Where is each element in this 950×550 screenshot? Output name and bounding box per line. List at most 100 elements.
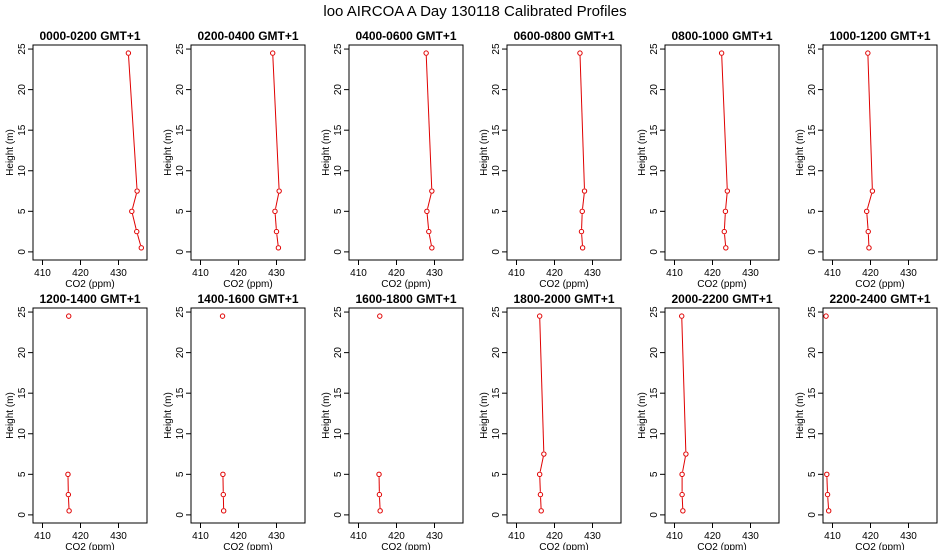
profile-point bbox=[220, 471, 226, 478]
profile-point bbox=[683, 451, 689, 457]
profile-point bbox=[578, 228, 585, 235]
profile-point bbox=[138, 245, 145, 251]
profile-segment bbox=[581, 234, 583, 246]
x-tick-label: 420 bbox=[546, 268, 563, 279]
profile-segment bbox=[539, 477, 541, 492]
x-tick-label: 430 bbox=[426, 268, 443, 279]
profile-point bbox=[679, 313, 685, 319]
y-tick-label: 10 bbox=[17, 165, 28, 177]
profile-point bbox=[125, 50, 132, 56]
y-tick-label: 20 bbox=[491, 84, 502, 96]
y-tick-label: 5 bbox=[17, 208, 28, 214]
y-tick-label: 15 bbox=[333, 387, 344, 399]
y-tick-label: 25 bbox=[333, 43, 344, 55]
y-tick-label: 0 bbox=[333, 512, 344, 518]
y-tick-label: 5 bbox=[175, 208, 186, 214]
profile-point bbox=[275, 245, 282, 251]
profile-point bbox=[722, 208, 729, 215]
profile-segment bbox=[276, 234, 279, 246]
profile-point bbox=[723, 245, 729, 251]
profile-segment bbox=[826, 477, 828, 492]
profile-segment bbox=[579, 55, 585, 189]
profile-point bbox=[826, 508, 832, 514]
x-axis-label: CO2 (ppm) bbox=[855, 542, 904, 550]
y-tick-label: 25 bbox=[807, 43, 818, 55]
x-tick-label: 430 bbox=[742, 268, 759, 279]
profile-point bbox=[537, 491, 544, 498]
profile-segment bbox=[131, 213, 137, 230]
profile-point bbox=[866, 245, 872, 251]
x-tick-label: 420 bbox=[388, 268, 405, 279]
y-tick-label: 25 bbox=[491, 43, 502, 55]
x-tick-label: 410 bbox=[350, 268, 367, 279]
plot-frame bbox=[190, 307, 306, 524]
profile-point bbox=[541, 451, 547, 457]
x-axis-label: CO2 (ppm) bbox=[855, 279, 904, 290]
y-tick-label: 20 bbox=[491, 347, 502, 359]
y-tick-label: 25 bbox=[17, 306, 28, 318]
x-tick-label: 430 bbox=[584, 531, 601, 542]
y-tick-label: 0 bbox=[17, 512, 28, 518]
x-axis-label: CO2 (ppm) bbox=[65, 279, 114, 290]
profile-point bbox=[273, 228, 280, 235]
profile-segment bbox=[274, 214, 277, 229]
profile-point bbox=[429, 245, 435, 251]
y-tick-label: 15 bbox=[649, 124, 660, 136]
y-axis-label: Height (m) bbox=[163, 392, 174, 439]
x-tick-label: 430 bbox=[110, 531, 127, 542]
x-tick-label: 410 bbox=[824, 531, 841, 542]
y-tick-label: 0 bbox=[175, 512, 186, 518]
y-tick-label: 15 bbox=[333, 124, 344, 136]
profile-segment bbox=[137, 234, 142, 246]
y-tick-label: 0 bbox=[17, 249, 28, 255]
plot-frame bbox=[822, 307, 938, 524]
profile-segment bbox=[132, 193, 137, 209]
profile-point bbox=[724, 188, 731, 194]
profile-segment bbox=[827, 497, 830, 509]
x-tick-label: 410 bbox=[666, 268, 683, 279]
profile-point bbox=[429, 188, 435, 194]
y-tick-label: 10 bbox=[807, 428, 818, 440]
y-axis-label: Height (m) bbox=[479, 392, 490, 439]
profile-point bbox=[718, 50, 725, 56]
profile-point bbox=[129, 208, 135, 215]
plot-frame bbox=[348, 307, 464, 524]
profile-point bbox=[134, 228, 140, 235]
y-tick-label: 0 bbox=[333, 249, 344, 255]
y-tick-label: 25 bbox=[175, 43, 186, 55]
panel-title: 0600-0800 GMT+1 bbox=[513, 29, 614, 43]
profile-point bbox=[721, 228, 727, 235]
y-tick-label: 15 bbox=[17, 124, 28, 136]
x-tick-label: 420 bbox=[230, 268, 247, 279]
profile-point bbox=[680, 508, 686, 514]
profile-point bbox=[65, 491, 72, 498]
y-tick-label: 0 bbox=[807, 512, 818, 518]
y-tick-label: 0 bbox=[807, 249, 818, 255]
y-tick-label: 15 bbox=[175, 124, 186, 136]
x-tick-label: 430 bbox=[900, 531, 917, 542]
x-tick-label: 410 bbox=[508, 531, 525, 542]
y-tick-label: 20 bbox=[175, 347, 186, 359]
x-tick-label: 420 bbox=[72, 531, 89, 542]
x-tick-label: 410 bbox=[666, 531, 683, 542]
y-tick-label: 15 bbox=[807, 124, 818, 136]
profile-point bbox=[538, 508, 544, 514]
profile-point bbox=[865, 50, 871, 56]
panel-title: 0800-1000 GMT+1 bbox=[671, 29, 772, 43]
panel-title: 0200-0400 GMT+1 bbox=[197, 29, 298, 43]
x-tick-label: 430 bbox=[110, 268, 127, 279]
y-tick-label: 25 bbox=[649, 43, 660, 55]
y-tick-label: 5 bbox=[807, 208, 818, 214]
plot-frame bbox=[506, 307, 622, 524]
panel-title: 1800-2000 GMT+1 bbox=[513, 292, 614, 306]
y-tick-label: 10 bbox=[807, 165, 818, 177]
profile-segment bbox=[867, 55, 873, 189]
y-axis-label: Height (m) bbox=[479, 129, 490, 176]
profile-point bbox=[426, 228, 432, 235]
plot-frame bbox=[32, 307, 148, 524]
